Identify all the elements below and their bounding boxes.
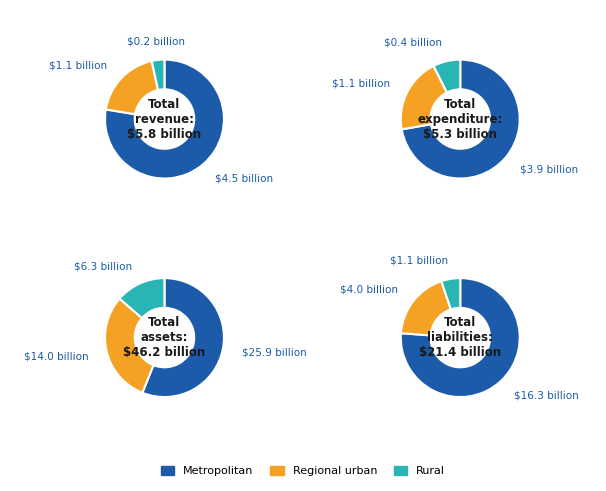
Wedge shape (401, 278, 520, 397)
Wedge shape (433, 59, 461, 92)
Wedge shape (119, 278, 164, 318)
Text: $1.1 billion: $1.1 billion (390, 255, 448, 265)
Wedge shape (105, 299, 153, 393)
Text: $25.9 billion: $25.9 billion (242, 348, 306, 357)
Text: Total
assets:
$46.2 billion: Total assets: $46.2 billion (124, 316, 205, 359)
Text: $6.3 billion: $6.3 billion (74, 261, 132, 271)
Wedge shape (401, 281, 451, 335)
Text: $1.1 billion: $1.1 billion (49, 60, 107, 70)
Wedge shape (441, 278, 461, 309)
Text: $14.0 billion: $14.0 billion (24, 351, 88, 361)
Wedge shape (401, 66, 447, 130)
Wedge shape (152, 59, 164, 90)
Text: $3.9 billion: $3.9 billion (521, 164, 579, 174)
Text: $4.5 billion: $4.5 billion (215, 174, 273, 184)
Wedge shape (402, 59, 520, 179)
Text: $16.3 billion: $16.3 billion (514, 390, 579, 400)
Text: Total
revenue:
$5.8 billion: Total revenue: $5.8 billion (127, 98, 202, 140)
Legend: Metropolitan, Regional urban, Rural: Metropolitan, Regional urban, Rural (156, 462, 450, 481)
Wedge shape (105, 59, 224, 179)
Text: Total
expenditure:
$5.3 billion: Total expenditure: $5.3 billion (418, 98, 503, 140)
Text: $4.0 billion: $4.0 billion (341, 284, 398, 295)
Wedge shape (142, 278, 224, 397)
Text: $0.2 billion: $0.2 billion (127, 36, 185, 46)
Wedge shape (106, 61, 158, 114)
Text: Total
liabilities:
$21.4 billion: Total liabilities: $21.4 billion (419, 316, 501, 359)
Text: $0.4 billion: $0.4 billion (384, 38, 442, 48)
Text: $1.1 billion: $1.1 billion (332, 79, 390, 89)
